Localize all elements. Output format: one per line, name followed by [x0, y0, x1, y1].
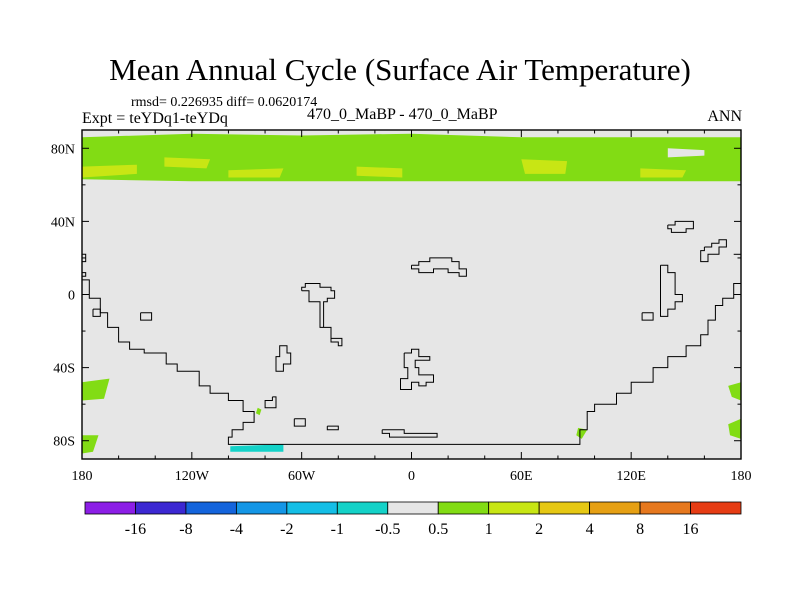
colorbar-swatch	[690, 501, 742, 515]
colorbar-label: 2	[535, 521, 543, 538]
coastline-segment	[411, 257, 467, 277]
coastline-segment	[82, 272, 87, 277]
colorbar-swatch	[387, 501, 439, 515]
colorbar-label: 1	[485, 521, 493, 538]
y-tick-label: 40S	[53, 362, 75, 377]
colorbar-label: -8	[179, 521, 192, 538]
contour-region-arctic-warm-patch-5	[521, 159, 568, 174]
x-tick-label: 60E	[510, 469, 533, 484]
coastline-segment	[381, 429, 438, 438]
contour-region-south-pacific-west-patch	[82, 378, 110, 401]
coastline-segment	[301, 283, 343, 347]
contour-region-dateline-east-patch-1	[728, 382, 741, 401]
colorbar-label: -16	[125, 521, 146, 538]
colorbar-label: -4	[230, 521, 243, 538]
colorbar-label: -1	[331, 521, 344, 538]
y-tick-label: 40N	[51, 215, 75, 230]
colorbar-swatch	[286, 501, 338, 515]
case-label: 470_0_MaBP - 470_0_MaBP	[307, 106, 498, 123]
y-tick-label: 80N	[51, 142, 75, 157]
x-tick-label: 180	[72, 469, 93, 484]
coastline-segment	[140, 312, 153, 321]
rmsd-diff-stats: rmsd= 0.226935 diff= 0.0620174	[131, 95, 318, 110]
contour-region-arctic-neutral-gap	[667, 148, 705, 158]
coastline-segment	[667, 220, 694, 233]
colorbar-label: -0.5	[375, 521, 400, 538]
coastline-segment	[275, 345, 292, 372]
coastline-segment	[660, 264, 683, 317]
x-tick-label: 60W	[288, 469, 316, 484]
experiment-label: Expt = teYDq1-teYDq	[82, 110, 228, 127]
contour-region-antarctic-cold-patch	[230, 444, 284, 452]
coastline-segment	[293, 418, 306, 427]
colorbar-swatch	[84, 501, 136, 515]
x-tick-label: 0	[408, 469, 415, 484]
plot-background	[82, 130, 741, 459]
colorbar-label: 4	[586, 521, 594, 538]
season-label: ANN	[707, 108, 742, 125]
colorbar: -16 -8 -4 -2 -1 -0.5 0.5 1 2 4 8 16	[84, 501, 742, 538]
contour-fill-layer	[82, 133, 741, 454]
x-tick-label: 120W	[175, 469, 210, 484]
contour-region-south-pacific-east-patch	[82, 435, 99, 454]
coastline-segment	[82, 253, 87, 263]
chart-title: Mean Annual Cycle (Surface Air Temperatu…	[109, 52, 691, 87]
coastline-segment	[82, 279, 741, 445]
contour-region-indian-ocean-patch	[576, 427, 588, 439]
coastline-segment	[264, 396, 277, 409]
colorbar-swatch	[488, 501, 540, 515]
y-tick-label: 0	[68, 289, 75, 304]
contour-region-antarctic-peninsula-patch	[255, 407, 262, 416]
colorbar-swatch	[336, 501, 389, 515]
contour-region-arctic-warm-patch-1	[82, 164, 137, 178]
contour-region-dateline-east-patch-2	[728, 418, 741, 439]
coastline-segment	[641, 312, 654, 321]
coastline-segment	[400, 348, 434, 390]
coastline-layer	[82, 220, 741, 445]
colorbar-swatch	[589, 501, 641, 515]
colorbar-label: -2	[280, 521, 293, 538]
contour-region-arctic-warm-patch-2	[164, 157, 211, 169]
colorbar-label: 8	[636, 521, 644, 538]
colorbar-swatch	[235, 501, 288, 515]
colorbar-swatch	[437, 501, 490, 515]
colorbar-swatch	[639, 501, 691, 515]
coastline-segment	[700, 239, 727, 263]
y-tick-label: 80S	[53, 435, 75, 450]
contour-region-arctic-band	[82, 133, 741, 182]
contour-region-arctic-warm-patch-4	[356, 166, 403, 178]
colorbar-swatch	[185, 501, 237, 515]
coastline-segment	[326, 425, 339, 431]
coastline-segment	[92, 308, 101, 317]
colorbar-swatch	[538, 501, 591, 515]
x-tick-label: 180	[731, 469, 752, 484]
colorbar-label: 0.5	[428, 521, 448, 538]
axes-layer: 180 120W 60W 0 60E 120E 180 80N 40N 0 40S 80S	[51, 130, 752, 484]
colorbar-label: 16	[683, 521, 699, 538]
colorbar-swatch	[135, 501, 187, 515]
contour-region-arctic-warm-patch-3	[228, 168, 284, 178]
x-tick-label: 120E	[616, 469, 646, 484]
contour-region-arctic-warm-patch-6	[640, 168, 687, 178]
